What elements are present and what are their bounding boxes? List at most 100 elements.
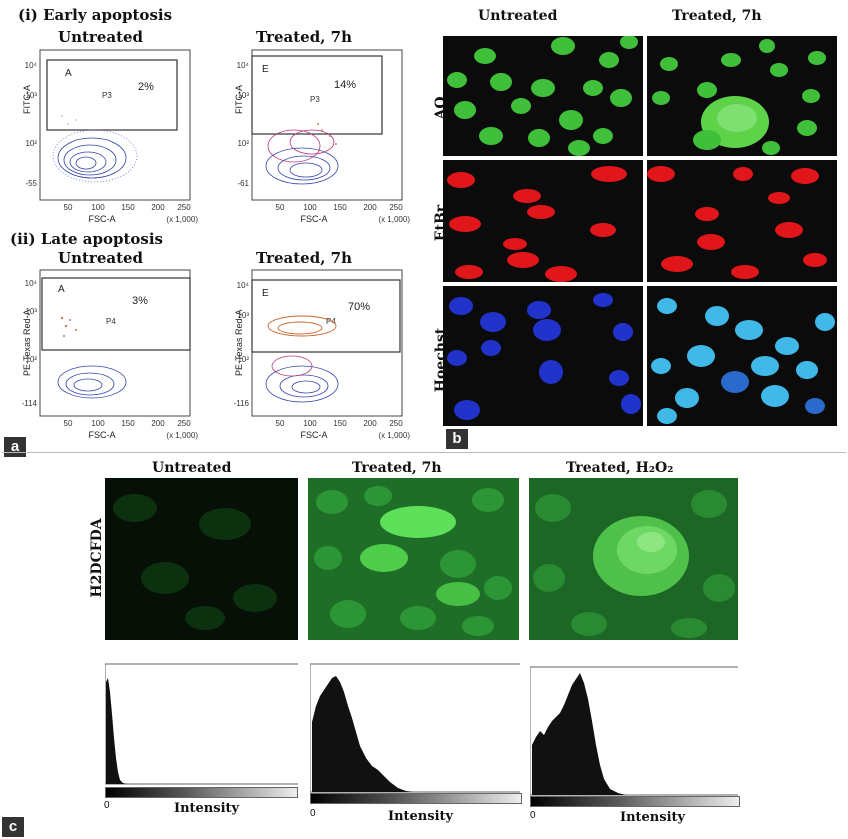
x-scale: (x 1,000) [166, 215, 198, 224]
percent-label: 2% [138, 81, 154, 93]
histogram-treated-7h [310, 663, 520, 793]
x-tick: 150 [333, 419, 347, 428]
population-label: P3 [310, 95, 320, 104]
gate-box [251, 279, 401, 353]
x-tick: 100 [91, 419, 105, 428]
x-tick: 50 [64, 419, 73, 428]
micrograph-hoechst-treated [647, 286, 837, 426]
intensity-gradient-bar [105, 787, 298, 798]
flow-plot-late-untreated: A 3% P4 PE-Texas Red-A 10⁴ 10³ 10² -114 … [22, 269, 198, 440]
y-axis-label: FITC-A [22, 85, 32, 114]
x-axis-label: FSC-A [301, 430, 328, 440]
flow-plot-early-treated: E 14% P3 FITC-A 10⁴ 10³ 10² -61 50 100 1… [234, 49, 410, 224]
gate-letter: E [262, 288, 269, 299]
gate-letter: A [58, 284, 65, 295]
y-axis-label: PE-Texas Red-A [22, 309, 32, 376]
flow-plot-early-untreated: A 2% P3 FITC-A 10⁴ 10³ 10² -55 50 100 15… [22, 49, 198, 224]
y-tick: 10⁴ [25, 61, 38, 70]
col-treated-h2o2-c: Treated, H₂O₂ [566, 460, 674, 476]
y-tick: -61 [237, 179, 249, 188]
y-tick: 10² [25, 355, 37, 364]
col-untreated-early: Untreated [58, 28, 144, 46]
col-treated-b: Treated, 7h [672, 8, 762, 24]
early-apoptosis-heading: (i) Early apoptosis [18, 6, 173, 24]
histogram-bars [312, 676, 414, 792]
population-label: P3 [102, 91, 112, 100]
x-scale: (x 1,000) [378, 215, 410, 224]
x-tick: 50 [276, 419, 285, 428]
y-tick: 10² [237, 355, 249, 364]
x-origin-label: 0 [310, 808, 316, 819]
gate-box [46, 59, 178, 131]
population-label: P4 [326, 317, 336, 326]
histogram-treated-h2o2 [530, 666, 738, 796]
x-tick: 200 [363, 203, 377, 212]
percent-label: 3% [132, 295, 148, 307]
x-tick: 150 [121, 419, 135, 428]
percent-label: 14% [334, 79, 356, 91]
panel-letter-a: a [4, 437, 26, 457]
y-tick: 10² [25, 139, 37, 148]
x-tick: 200 [151, 203, 165, 212]
x-axis-label: Intensity [388, 809, 454, 824]
population-label: P4 [106, 317, 116, 326]
y-tick: -114 [22, 399, 38, 408]
percent-label: 70% [348, 301, 370, 313]
y-tick: -55 [25, 179, 37, 188]
y-tick: 10³ [25, 307, 37, 316]
x-scale: (x 1,000) [166, 431, 198, 440]
panel-letter-c: c [2, 817, 24, 837]
y-tick: 10³ [25, 91, 37, 100]
intensity-gradient-bar [530, 796, 740, 807]
histogram-untreated [105, 663, 298, 785]
x-tick: 150 [333, 203, 347, 212]
gate-box [41, 277, 191, 351]
y-tick: -116 [234, 399, 250, 408]
flow-plot-late-treated: E 70% P4 PE-Texas Red-A 10⁴ 10³ 10² -116… [234, 269, 410, 440]
micrograph-hoechst-untreated [443, 286, 643, 426]
micrograph-etbr-untreated [443, 160, 643, 282]
y-tick: 10³ [237, 91, 249, 100]
x-tick: 50 [276, 203, 285, 212]
x-tick: 250 [177, 419, 191, 428]
x-scale: (x 1,000) [378, 431, 410, 440]
col-treated-7h-c: Treated, 7h [352, 460, 442, 476]
x-tick: 100 [303, 203, 317, 212]
y-axis-label: PE-Texas Red-A [234, 309, 244, 376]
x-axis-label: Intensity [620, 810, 686, 825]
x-tick: 50 [64, 203, 73, 212]
x-axis-label: Intensity [174, 801, 240, 816]
x-axis-label: FSC-A [89, 214, 116, 224]
intensity-gradient-bar [310, 793, 522, 804]
histogram-bars [106, 678, 127, 784]
x-tick: 250 [389, 203, 403, 212]
col-treated-late: Treated, 7h [256, 249, 352, 267]
col-untreated-b: Untreated [478, 8, 558, 24]
y-tick: 10⁴ [237, 281, 250, 290]
x-axis-label: FSC-A [89, 430, 116, 440]
micrograph-etbr-treated [647, 160, 837, 282]
y-tick: 10⁴ [237, 61, 250, 70]
x-tick: 200 [151, 419, 165, 428]
gate-letter: E [262, 64, 269, 75]
x-tick: 250 [389, 419, 403, 428]
gate-letter: A [65, 68, 72, 79]
x-axis-label: FSC-A [301, 214, 328, 224]
x-tick: 250 [177, 203, 191, 212]
col-treated-early: Treated, 7h [256, 28, 352, 46]
late-apoptosis-heading: (ii) Late apoptosis [10, 230, 163, 248]
micrograph-h2dcfda-treated-h2o2 [529, 478, 738, 640]
x-tick: 100 [303, 419, 317, 428]
micrograph-ao-treated [647, 36, 837, 156]
col-untreated-c: Untreated [152, 460, 232, 476]
x-tick: 150 [121, 203, 135, 212]
panel-letter-b: b [446, 429, 468, 449]
x-tick: 200 [363, 419, 377, 428]
y-tick: 10² [237, 139, 249, 148]
x-tick: 100 [91, 203, 105, 212]
col-untreated-late: Untreated [58, 249, 144, 267]
histogram-bars [532, 673, 626, 795]
x-origin-label: 0 [104, 800, 110, 811]
x-origin-label: 0 [530, 810, 536, 821]
y-tick: 10³ [237, 311, 249, 320]
